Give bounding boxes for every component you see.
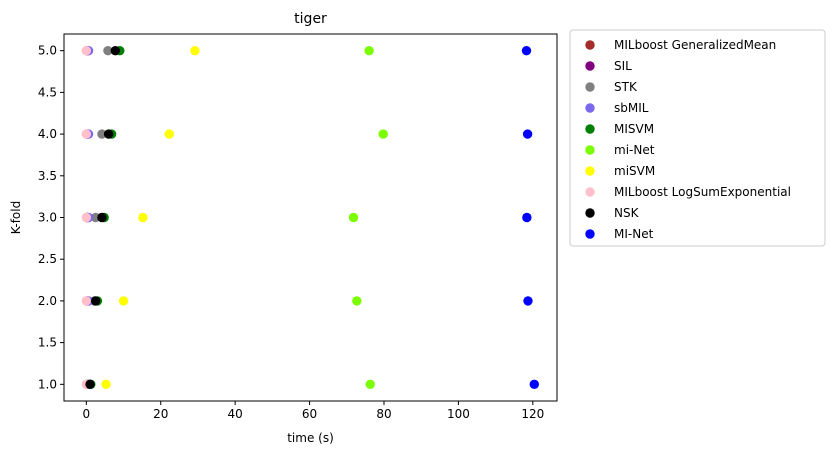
legend-label: MISVM	[614, 122, 654, 136]
legend-marker	[585, 208, 595, 218]
data-point	[522, 129, 533, 139]
legend-marker	[585, 103, 595, 113]
y-tick-label: 2.5	[38, 252, 57, 266]
legend: MILboost GeneralizedMean SIL STK sbMIL MISVM…	[569, 29, 826, 247]
x-tick-label: 100	[447, 407, 470, 421]
data-point	[103, 45, 113, 56]
data-point	[522, 212, 532, 223]
data-point	[103, 129, 114, 139]
y-tick-label: 5.0	[38, 44, 57, 58]
data-point	[138, 212, 148, 223]
plot-area	[63, 33, 558, 402]
legend-marker	[585, 40, 595, 50]
data-point	[97, 129, 107, 139]
data-point	[523, 296, 533, 306]
x-tick-label: 60	[302, 407, 317, 421]
y-tick-label: 3.5	[38, 169, 57, 183]
legend-marker	[585, 124, 595, 134]
data-point	[378, 129, 388, 139]
y-tick-label: 3.0	[38, 211, 57, 225]
legend-frame	[569, 29, 826, 247]
legend-label: MILboost LogSumExponential	[614, 185, 791, 199]
chart-title: tiger	[294, 11, 327, 27]
y-tick-label: 4.5	[38, 85, 57, 99]
data-point	[118, 296, 129, 306]
legend-label: STK	[614, 80, 638, 94]
data-point	[97, 212, 107, 223]
data-point	[110, 45, 121, 56]
data-point	[81, 45, 92, 56]
x-tick-label: 120	[521, 407, 544, 421]
legend-label: NSK	[614, 206, 640, 220]
legend-marker	[585, 166, 595, 176]
data-point	[164, 129, 174, 139]
x-axis: 0 20 40 60 80 100 120	[83, 401, 544, 421]
legend-label: miSVM	[614, 164, 655, 178]
y-tick-label: 1.5	[38, 336, 57, 350]
x-tick-label: 20	[153, 407, 168, 421]
legend-marker	[585, 61, 595, 71]
x-axis-label: time (s)	[287, 431, 334, 445]
x-tick-label: 0	[83, 407, 91, 421]
legend-label: sbMIL	[614, 101, 649, 115]
data-point	[85, 379, 95, 390]
x-tick-label: 40	[228, 407, 243, 421]
data-points	[81, 45, 540, 390]
legend-label: mi-Net	[614, 143, 655, 157]
y-tick-label: 1.0	[38, 377, 57, 391]
y-tick-label: 4.0	[38, 127, 57, 141]
y-axis-label: K-fold	[9, 201, 23, 234]
data-point	[90, 296, 101, 306]
legend-marker	[585, 229, 595, 239]
x-tick-label: 80	[376, 407, 391, 421]
data-point	[101, 379, 111, 390]
data-point	[352, 296, 362, 306]
data-point	[81, 296, 92, 306]
data-point	[521, 45, 532, 56]
legend-marker	[585, 82, 595, 92]
data-point	[190, 45, 200, 56]
y-tick-label: 2.0	[38, 294, 57, 308]
legend-label: MILboost GeneralizedMean	[614, 38, 776, 52]
data-point	[81, 212, 92, 223]
legend-label: MI-Net	[614, 227, 654, 241]
data-point	[364, 45, 374, 56]
legend-label: SIL	[614, 59, 632, 73]
data-point	[365, 379, 375, 390]
data-point	[348, 212, 359, 223]
data-point	[81, 129, 92, 139]
data-point	[529, 379, 540, 390]
y-axis: 1.0 1.5 2.0 2.5 3.0 3.5 4.0 4.5 5.0	[38, 44, 64, 391]
legend-marker	[585, 187, 595, 197]
legend-marker	[585, 145, 595, 155]
